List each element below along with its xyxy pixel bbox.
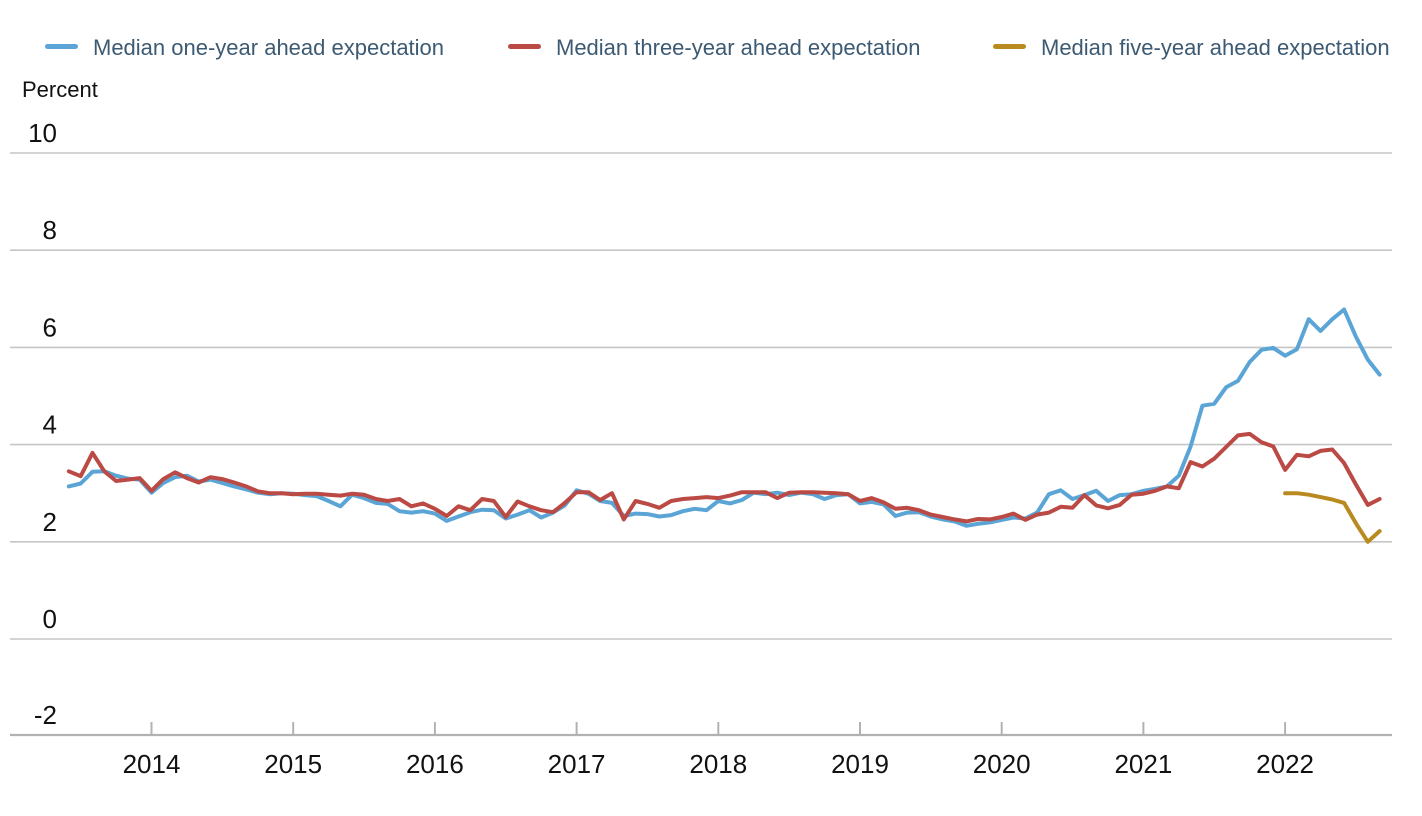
y-tick-label-0: 0	[43, 604, 57, 634]
series-line-median-five-year-ahead-expectation	[1283, 491, 1382, 544]
one-year-line-swatch-icon	[45, 44, 78, 49]
x-tick-label-2021: 2021	[1114, 749, 1172, 779]
y-axis-title: Percent	[22, 77, 98, 102]
chart-legend: Median one-year ahead expectation Median…	[0, 0, 1422, 70]
y-tick-label-8: 8	[43, 215, 57, 245]
series-line-median-three-year-ahead-expectation	[66, 431, 1382, 524]
x-tick-label-2018: 2018	[689, 749, 747, 779]
x-tick-label-2020: 2020	[973, 749, 1031, 779]
x-tick-label-2017: 2017	[548, 749, 606, 779]
x-tick-label-2015: 2015	[264, 749, 322, 779]
y-tick-label-6: 6	[43, 312, 57, 342]
y-tick-label-2: 2	[43, 507, 57, 537]
legend-label-five-year: Median five-year ahead expectation	[1041, 35, 1390, 60]
x-tick-label-2014: 2014	[123, 749, 181, 779]
three-year-line-swatch-icon	[508, 44, 541, 49]
y-tick-label-4: 4	[43, 410, 57, 440]
legend-label-one-year: Median one-year ahead expectation	[93, 35, 445, 60]
x-tick-label-2022: 2022	[1256, 749, 1314, 779]
five-year-line-swatch-icon	[993, 44, 1026, 49]
x-tick-label-2016: 2016	[406, 749, 464, 779]
y-tick-label-10: 10	[28, 118, 57, 148]
legend-label-three-year: Median three-year ahead expectation	[556, 35, 921, 60]
x-tick-label-2019: 2019	[831, 749, 889, 779]
y-tick-label--2: -2	[34, 700, 57, 730]
